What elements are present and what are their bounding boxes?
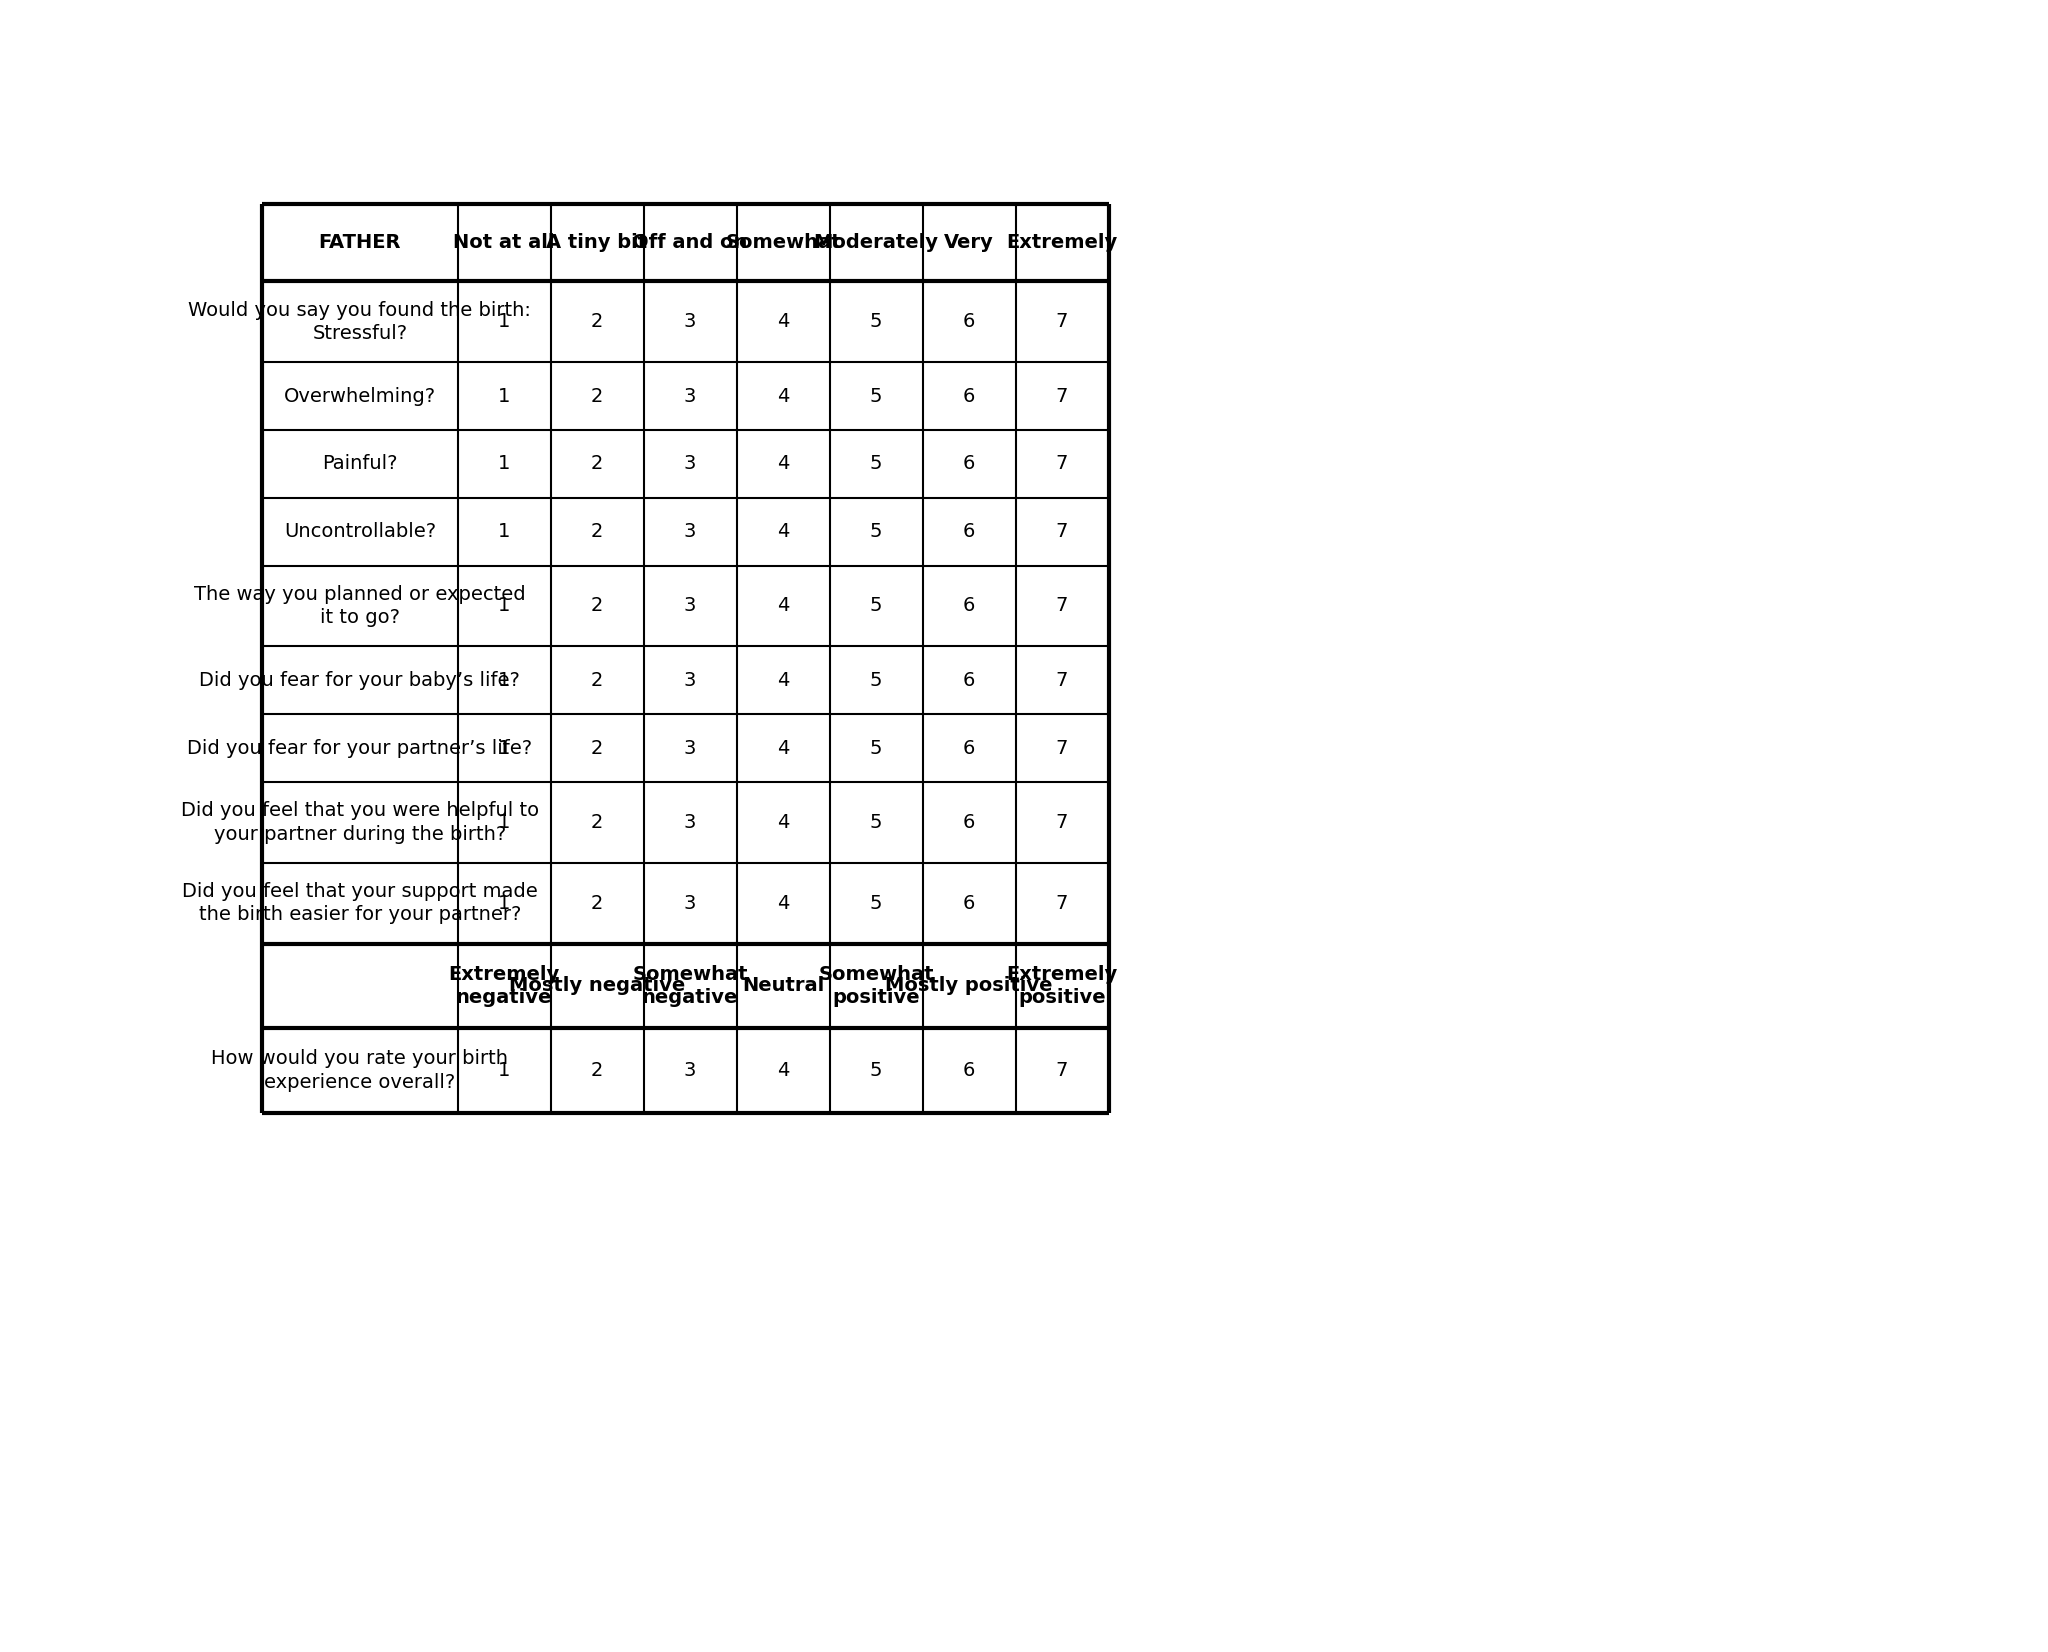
Text: 1: 1 [498, 387, 510, 406]
Text: 3: 3 [684, 738, 696, 758]
Text: Painful?: Painful? [322, 454, 397, 474]
Text: 2: 2 [590, 894, 604, 912]
Text: Not at all: Not at all [453, 233, 555, 253]
Text: 3: 3 [684, 522, 696, 542]
Text: 6: 6 [963, 596, 975, 616]
Text: 2: 2 [590, 454, 604, 474]
Text: 7: 7 [1057, 312, 1069, 332]
Text: Did you fear for your baby’s life?: Did you fear for your baby’s life? [199, 671, 520, 691]
Text: 6: 6 [963, 454, 975, 474]
Text: Mostly positive: Mostly positive [885, 976, 1053, 996]
Text: 2: 2 [590, 522, 604, 542]
Text: 5: 5 [870, 671, 883, 691]
Text: 7: 7 [1057, 1061, 1069, 1080]
Text: 4: 4 [776, 387, 788, 406]
Text: 5: 5 [870, 1061, 883, 1080]
Text: 1: 1 [498, 522, 510, 542]
Text: 2: 2 [590, 1061, 604, 1080]
Text: 7: 7 [1057, 738, 1069, 758]
Text: 2: 2 [590, 312, 604, 332]
Text: Would you say you found the birth:
Stressful?: Would you say you found the birth: Stres… [188, 301, 530, 344]
Text: 4: 4 [776, 738, 788, 758]
Text: 3: 3 [684, 1061, 696, 1080]
Text: Did you feel that your support made
the birth easier for your partner?: Did you feel that your support made the … [182, 882, 539, 925]
Text: 1: 1 [498, 813, 510, 833]
Text: 6: 6 [963, 813, 975, 833]
Text: 6: 6 [963, 738, 975, 758]
Text: 3: 3 [684, 596, 696, 616]
Text: 5: 5 [870, 738, 883, 758]
Text: 7: 7 [1057, 813, 1069, 833]
Text: 1: 1 [498, 671, 510, 691]
Text: 3: 3 [684, 387, 696, 406]
Text: 1: 1 [498, 1061, 510, 1080]
Text: 4: 4 [776, 454, 788, 474]
Text: How would you rate your birth
experience overall?: How would you rate your birth experience… [211, 1049, 508, 1092]
Text: 2: 2 [590, 738, 604, 758]
Text: FATHER: FATHER [319, 233, 401, 253]
Text: 4: 4 [776, 522, 788, 542]
Text: 7: 7 [1057, 671, 1069, 691]
Text: 7: 7 [1057, 522, 1069, 542]
Text: 2: 2 [590, 387, 604, 406]
Text: Neutral: Neutral [741, 976, 823, 996]
Text: 3: 3 [684, 454, 696, 474]
Text: 2: 2 [590, 813, 604, 833]
Text: 5: 5 [870, 894, 883, 912]
Text: 3: 3 [684, 312, 696, 332]
Text: 2: 2 [590, 596, 604, 616]
Text: The way you planned or expected
it to go?: The way you planned or expected it to go… [195, 585, 526, 628]
Text: 5: 5 [870, 454, 883, 474]
Text: Did you feel that you were helpful to
your partner during the birth?: Did you feel that you were helpful to yo… [180, 801, 539, 844]
Text: 2: 2 [590, 671, 604, 691]
Text: 6: 6 [963, 894, 975, 912]
Text: 6: 6 [963, 522, 975, 542]
Text: A tiny bit: A tiny bit [547, 233, 647, 253]
Text: Mostly negative: Mostly negative [508, 976, 686, 996]
Text: 4: 4 [776, 596, 788, 616]
Text: 4: 4 [776, 312, 788, 332]
Text: 5: 5 [870, 813, 883, 833]
Text: Moderately: Moderately [813, 233, 938, 253]
Text: Somewhat
negative: Somewhat negative [633, 965, 748, 1008]
Text: Overwhelming?: Overwhelming? [285, 387, 436, 406]
Text: Extremely
positive: Extremely positive [1006, 965, 1118, 1008]
Text: 3: 3 [684, 894, 696, 912]
Text: 7: 7 [1057, 387, 1069, 406]
Text: 6: 6 [963, 312, 975, 332]
Text: 7: 7 [1057, 894, 1069, 912]
Text: 6: 6 [963, 1061, 975, 1080]
Text: 5: 5 [870, 387, 883, 406]
Text: 6: 6 [963, 671, 975, 691]
Text: 5: 5 [870, 596, 883, 616]
Text: Did you fear for your partner’s life?: Did you fear for your partner’s life? [186, 738, 532, 758]
Text: 4: 4 [776, 671, 788, 691]
Text: 1: 1 [498, 738, 510, 758]
Text: Very: Very [944, 233, 993, 253]
Text: 1: 1 [498, 894, 510, 912]
Text: 5: 5 [870, 312, 883, 332]
Text: 1: 1 [498, 596, 510, 616]
Text: 3: 3 [684, 813, 696, 833]
Text: 1: 1 [498, 454, 510, 474]
Text: 5: 5 [870, 522, 883, 542]
Text: 4: 4 [776, 894, 788, 912]
Text: 3: 3 [684, 671, 696, 691]
Text: Off and on: Off and on [633, 233, 748, 253]
Text: 4: 4 [776, 813, 788, 833]
Text: 7: 7 [1057, 596, 1069, 616]
Text: 1: 1 [498, 312, 510, 332]
Text: Somewhat
positive: Somewhat positive [819, 965, 934, 1008]
Text: Extremely: Extremely [1006, 233, 1118, 253]
Text: Uncontrollable?: Uncontrollable? [285, 522, 436, 542]
Text: 7: 7 [1057, 454, 1069, 474]
Text: Extremely
negative: Extremely negative [449, 965, 559, 1008]
Text: 4: 4 [776, 1061, 788, 1080]
Text: 6: 6 [963, 387, 975, 406]
Text: Somewhat: Somewhat [725, 233, 842, 253]
